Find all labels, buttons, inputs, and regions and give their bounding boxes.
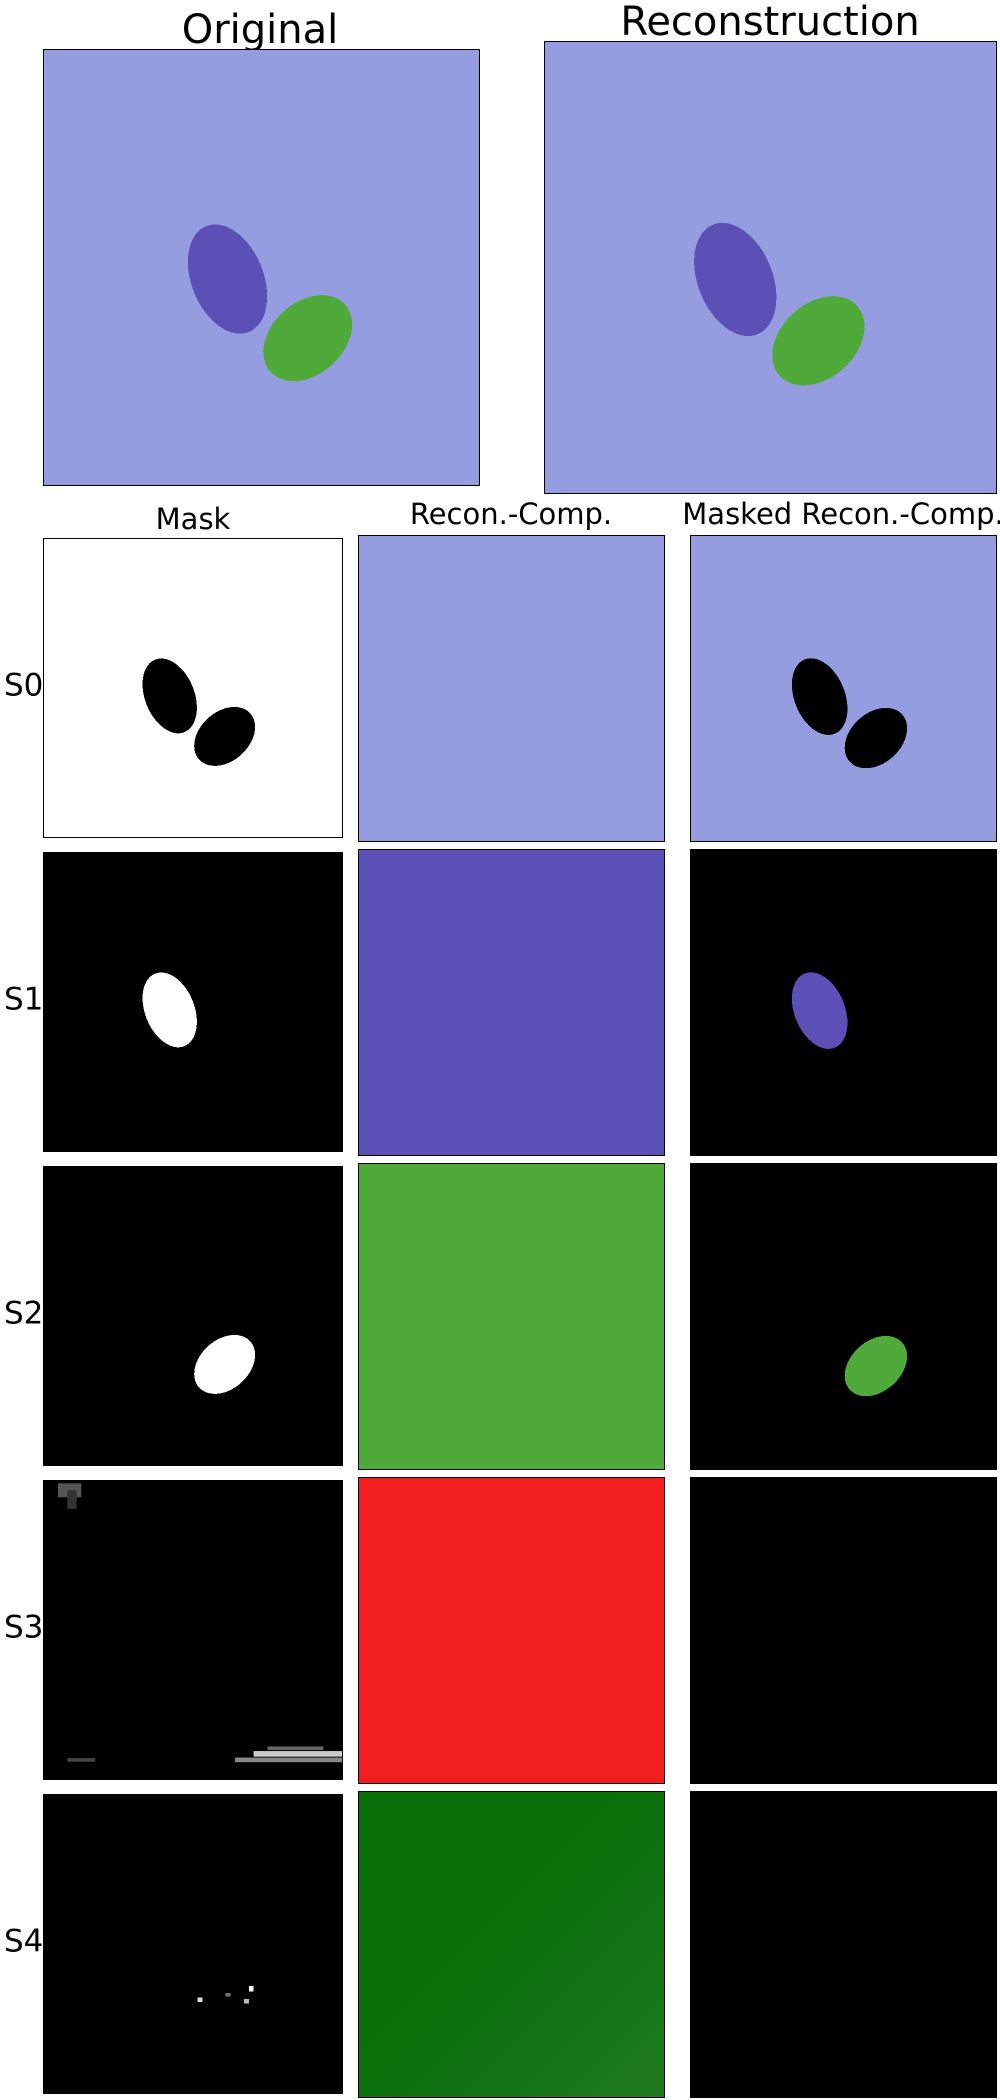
reconstruction-image [544,41,997,494]
s4-masked-recon-comp [690,1791,997,2098]
noise-speck-top-left-2 [67,1490,77,1509]
s1-mask [43,852,343,1152]
reconstruction-title: Reconstruction [620,0,920,45]
s4-mask [43,1794,343,2094]
mask-hole-1 [142,658,197,734]
noise-speck-1 [248,1985,254,1992]
green-ellipse [263,295,353,382]
column-header-mask: Mask [155,502,231,536]
column-header-masked-recon-comp: Masked Recon.-Comp. [682,497,1000,531]
s2-masked-recon-comp [690,1163,997,1470]
s0-mask [43,538,343,838]
row-label-s0: S0 [4,667,44,704]
s2-recon-comp [358,1163,665,1470]
s0-masked-recon-comp [690,535,997,842]
green-ellipse [772,296,865,386]
noise-streak-bottom-left [67,1758,96,1762]
masked-green-object [844,1335,908,1397]
noise-streak-bottom-right-3 [267,1746,324,1751]
mask-hole-2 [194,706,256,766]
purple-ellipse [187,224,268,334]
noise-streak-bottom-right [253,1751,342,1757]
row-label-s2: S2 [4,1295,44,1332]
purple-ellipse [694,222,777,337]
masked-purple-object [791,972,848,1049]
s1-recon-comp [358,849,665,1156]
masked-hole-2 [844,707,908,769]
s2-mask [43,1166,343,1466]
noise-speck-3 [244,1998,249,2004]
column-header-recon-comp: Recon.-Comp. [409,497,613,531]
noise-speck-2 [197,1997,203,2003]
mask-green-object [194,1334,256,1394]
row-label-s3: S3 [4,1609,44,1646]
noise-streak-bottom-right-2 [234,1757,342,1763]
original-image [43,49,480,486]
s3-mask [43,1480,343,1780]
masked-hole-1 [791,658,848,735]
s3-masked-recon-comp [690,1477,997,1784]
row-label-s1: S1 [4,981,44,1018]
mask-purple-object [142,972,197,1048]
noise-speck-4 [225,1992,231,1997]
s3-recon-comp [358,1477,665,1784]
original-title: Original [181,7,339,53]
row-label-s4: S4 [4,1923,44,1960]
s1-masked-recon-comp [690,849,997,1156]
s4-recon-comp [358,1791,665,2098]
s0-recon-comp [358,535,665,842]
